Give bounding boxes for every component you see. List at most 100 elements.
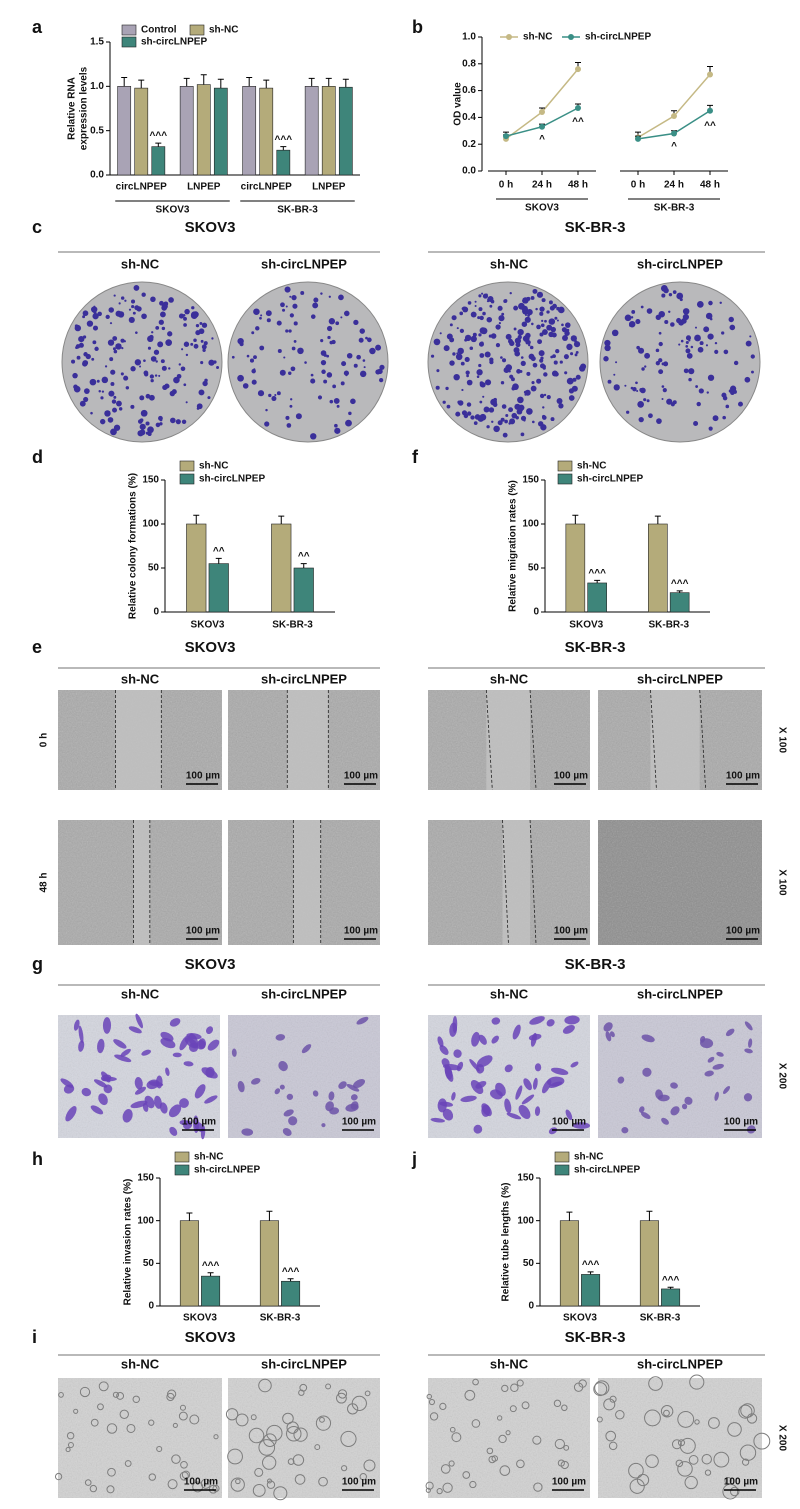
colony <box>707 374 715 381</box>
colony <box>524 316 531 323</box>
colony <box>289 404 293 408</box>
micrograph-texture <box>598 1378 762 1498</box>
bar <box>271 523 292 613</box>
colony <box>147 335 154 343</box>
colony <box>539 393 545 399</box>
cell-cluster <box>351 1395 367 1411</box>
cell-line-label: SK-BR-3 <box>565 639 626 656</box>
colony <box>329 399 334 404</box>
cell <box>699 1035 706 1043</box>
colony <box>195 324 200 328</box>
condition-label: sh-circLNPEP <box>261 671 347 686</box>
cell <box>491 1035 500 1044</box>
colony <box>466 379 473 386</box>
colony <box>118 407 123 411</box>
colony <box>629 324 632 327</box>
error-bar <box>300 563 307 568</box>
cell <box>639 1106 645 1113</box>
y-tick-label: 100 <box>142 519 159 530</box>
colony <box>664 320 669 325</box>
significance: ^^^ <box>202 1260 220 1271</box>
colony <box>283 356 286 359</box>
colony <box>137 430 144 437</box>
cell-cluster <box>148 1473 157 1481</box>
colony <box>433 338 441 346</box>
cell-cluster <box>314 1444 321 1451</box>
colony <box>442 400 446 404</box>
y-tick-label: 150 <box>137 1173 154 1184</box>
cell-cluster <box>106 1423 118 1434</box>
cell-cluster <box>608 1441 618 1451</box>
colony <box>658 341 663 347</box>
colony <box>486 425 490 429</box>
wound-gap <box>287 690 329 790</box>
bar <box>208 563 229 613</box>
colony <box>516 408 523 415</box>
colony <box>480 341 484 345</box>
cell <box>122 1109 133 1123</box>
colony <box>685 348 691 354</box>
colony <box>464 338 468 342</box>
colony <box>436 369 440 373</box>
legend-marker <box>506 34 512 40</box>
scale-bar-label: 100 µm <box>554 771 588 782</box>
colony <box>688 368 695 375</box>
colony <box>460 361 465 366</box>
colony <box>290 398 293 401</box>
colony <box>310 378 316 384</box>
colony <box>504 419 508 424</box>
colony <box>430 354 435 358</box>
colony <box>201 344 207 350</box>
group-label: SKOV3 <box>525 203 559 214</box>
significance: ^^ <box>572 117 584 128</box>
colony <box>140 409 148 417</box>
cell <box>476 1055 493 1068</box>
cell <box>523 1078 532 1091</box>
colony <box>554 316 558 320</box>
colony <box>510 377 515 382</box>
cell-cluster <box>124 1460 132 1467</box>
cell <box>605 1031 612 1042</box>
cell-cluster <box>628 1462 644 1479</box>
colony <box>292 303 298 309</box>
colony <box>699 341 704 346</box>
colony <box>550 417 555 422</box>
colony <box>285 305 288 308</box>
legend-label: sh-circLNPEP <box>577 474 643 485</box>
colony <box>113 424 121 431</box>
legend-label: sh-circLNPEP <box>199 474 265 485</box>
cell <box>437 1036 444 1048</box>
cell-cluster <box>677 1461 693 1477</box>
significance: ^^ <box>298 551 310 562</box>
colony <box>682 308 690 315</box>
cell-cluster <box>156 1445 163 1453</box>
legend-label: Control <box>141 25 177 36</box>
colony <box>134 359 142 366</box>
colony <box>676 292 684 300</box>
colony <box>191 306 195 310</box>
colony <box>550 326 556 333</box>
cell-line-label: SKOV3 <box>185 639 236 656</box>
colony <box>564 371 568 375</box>
y-tick-label: 50 <box>523 1258 535 1269</box>
colony <box>285 329 289 333</box>
bar <box>559 1220 579 1307</box>
cell <box>621 1127 629 1134</box>
magnification: X 100 <box>776 727 787 754</box>
colony <box>253 355 257 360</box>
y-tick-label: 1.5 <box>90 37 104 48</box>
cell-cluster <box>179 1404 186 1411</box>
colony <box>641 367 645 371</box>
colony <box>251 368 256 374</box>
colony <box>695 385 699 388</box>
colony <box>707 333 714 340</box>
cell-cluster <box>753 1432 771 1450</box>
scale-bar-label: 100 µm <box>342 1477 376 1488</box>
colony <box>455 353 463 361</box>
colony <box>143 370 149 376</box>
colony <box>449 360 455 366</box>
colony <box>135 331 138 334</box>
cell-cluster <box>132 1395 140 1404</box>
colony <box>92 313 99 320</box>
error-bar <box>183 77 190 87</box>
